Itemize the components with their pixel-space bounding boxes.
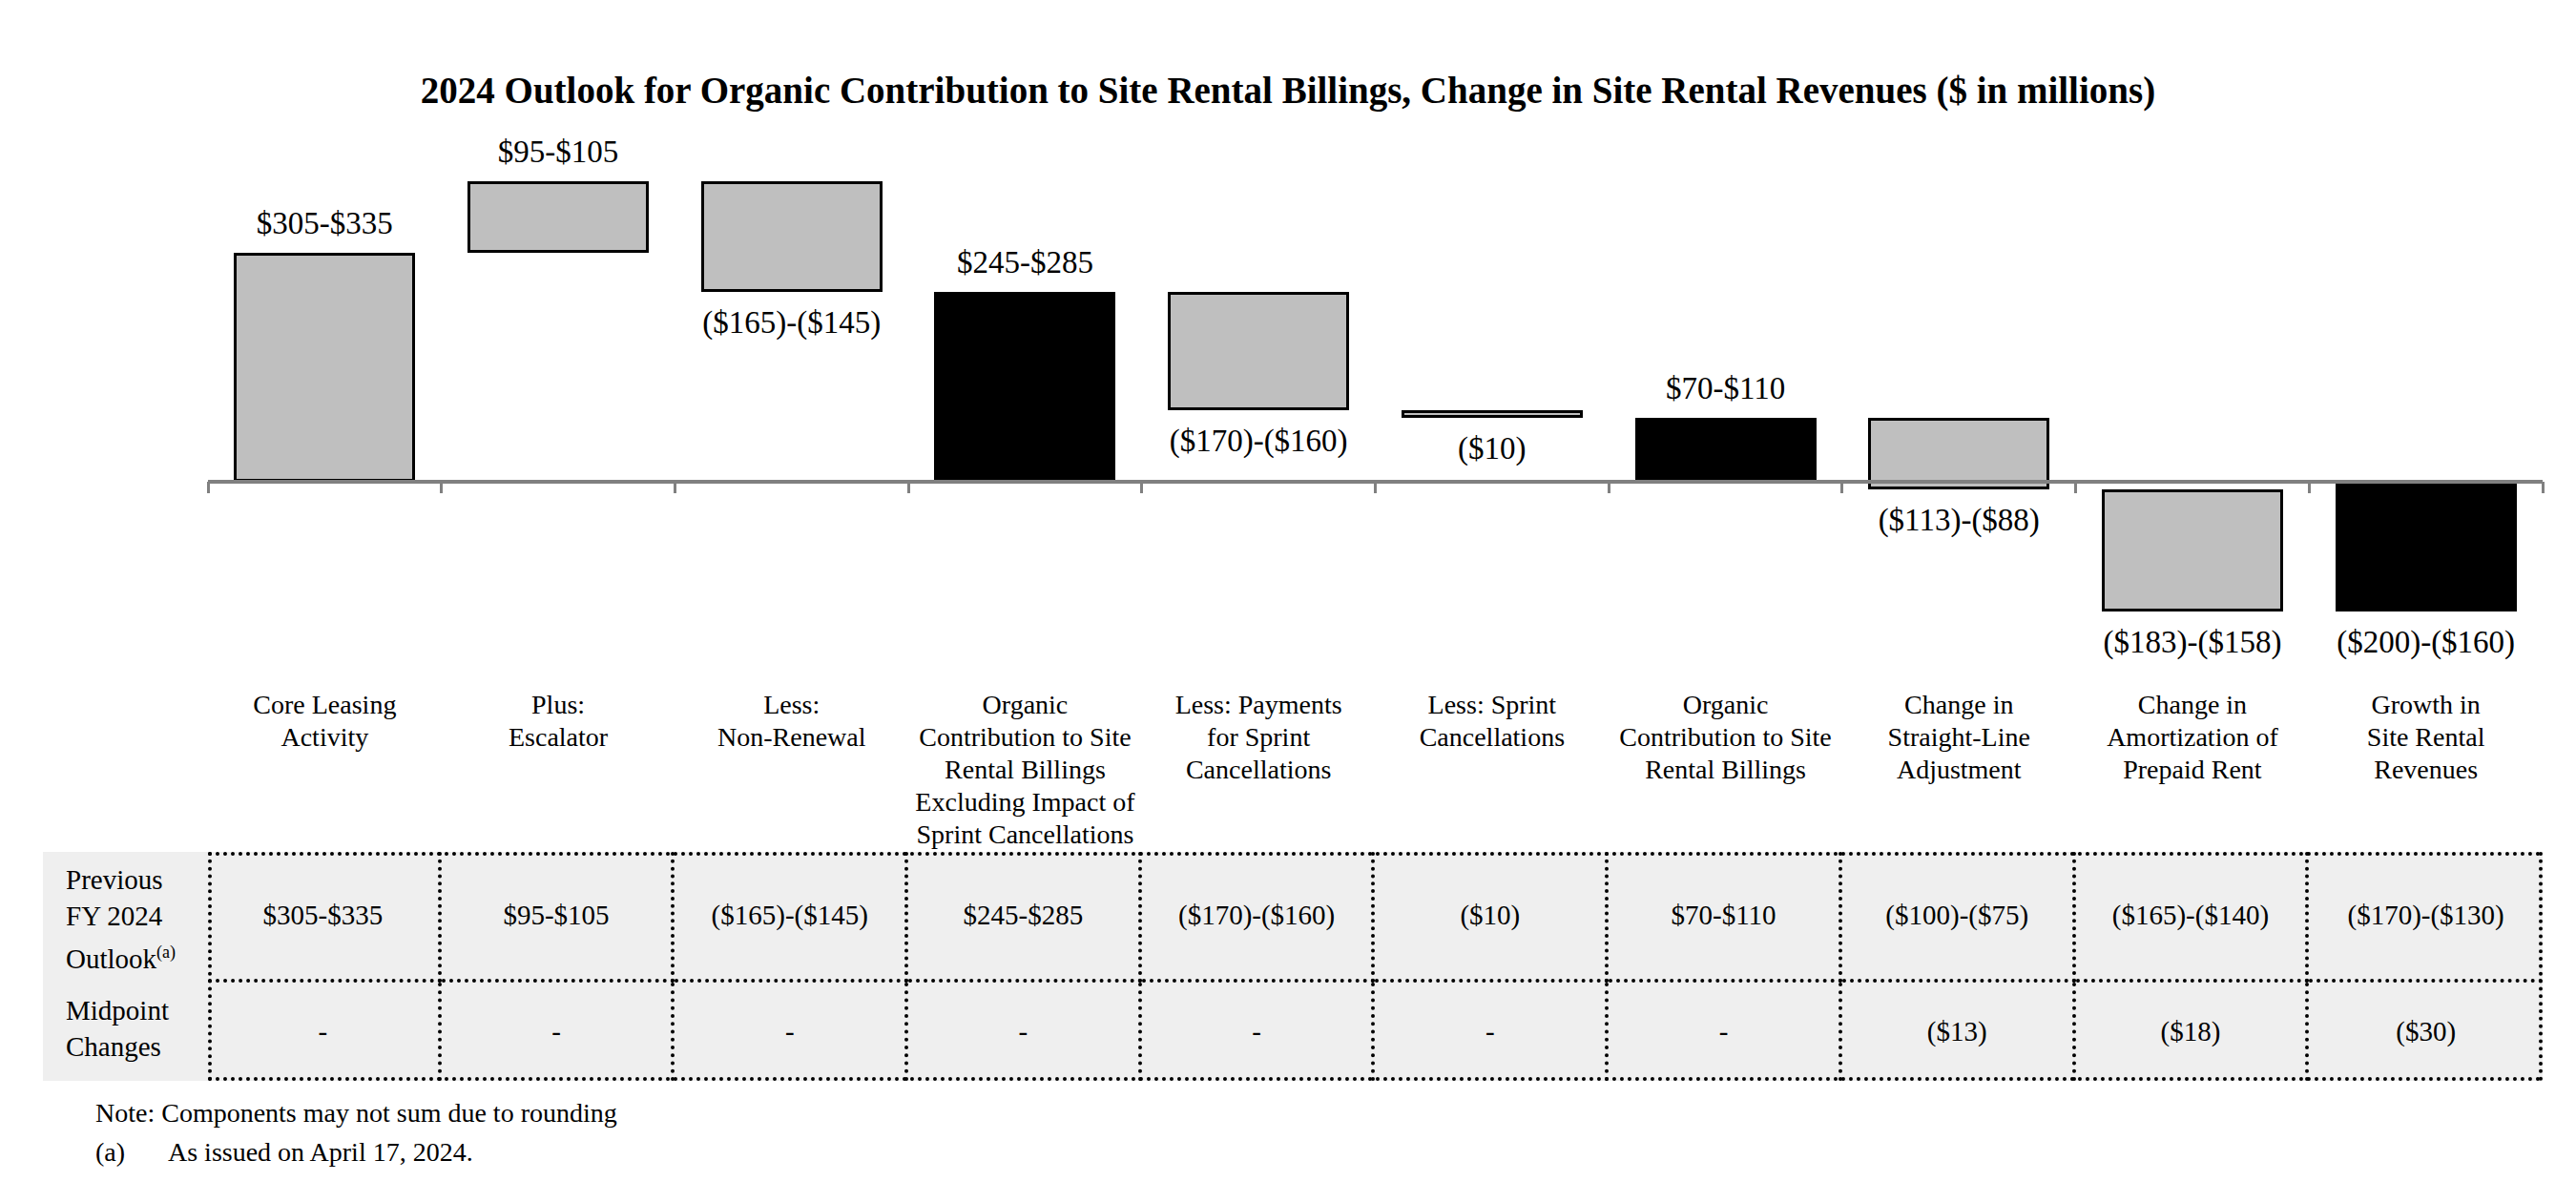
midpoint-change-cell-9: ($18) <box>2076 983 2310 1081</box>
previous-outlook-cell-6: ($10) <box>1375 852 1609 983</box>
waterfall-bar-2 <box>467 181 649 253</box>
midpoint-change-cell-1: - <box>208 983 442 1081</box>
waterfall-bar-9 <box>2102 489 2283 611</box>
outlook-table-grid: Previous FY 2024 Outlook(a) Midpoint Cha… <box>43 852 2543 1081</box>
bar-value-label-6: ($10) <box>1458 431 1526 466</box>
bar-value-label-5: ($170)-($160) <box>1170 424 1348 459</box>
bar-value-label-3: ($165)-($145) <box>702 305 881 341</box>
waterfall-bar-1 <box>234 253 415 482</box>
x-axis-tick <box>1608 482 1610 493</box>
x-axis-tick <box>907 482 910 493</box>
x-axis-tick <box>2308 482 2311 493</box>
outlook-table: Previous FY 2024 Outlook(a) Midpoint Cha… <box>43 852 2543 1081</box>
waterfall-bar-5 <box>1168 292 1349 410</box>
previous-outlook-cell-9: ($165)-($140) <box>2076 852 2310 983</box>
midpoint-change-cell-7: - <box>1609 983 1842 1081</box>
waterfall-bar-4 <box>934 292 1115 482</box>
previous-outlook-cell-4: $245-$285 <box>908 852 1142 983</box>
waterfall-bar-8 <box>1868 418 2049 489</box>
bar-value-label-4: $245-$285 <box>957 245 1093 280</box>
midpoint-change-cell-10: ($30) <box>2309 983 2543 1081</box>
notes-block: Note: Components may not sum due to roun… <box>95 1093 617 1171</box>
midpoint-change-cell-3: - <box>675 983 908 1081</box>
previous-outlook-cell-2: $95-$105 <box>442 852 675 983</box>
midpoint-change-cell-4: - <box>908 983 1142 1081</box>
row-header-previous-outlook: Previous FY 2024 Outlook(a) <box>43 852 208 983</box>
bar-value-label-9: ($183)-($158) <box>2103 625 2281 660</box>
row-header-midpoint-changes: Midpoint Changes <box>43 983 208 1081</box>
bar-value-label-10: ($200)-($160) <box>2337 625 2515 660</box>
midpoint-change-cell-8: ($13) <box>1842 983 2076 1081</box>
x-axis-tick <box>440 482 443 493</box>
row-header-previous-outlook-text: Previous FY 2024 Outlook <box>66 864 163 974</box>
x-axis-tick <box>1840 482 1843 493</box>
bar-value-label-8: ($113)-($88) <box>1879 503 2040 538</box>
category-label-10: Growth in Site Rental Revenues <box>2278 689 2574 786</box>
previous-outlook-cell-7: $70-$110 <box>1609 852 1842 983</box>
x-axis-tick <box>207 482 210 493</box>
waterfall-bar-7 <box>1635 418 1817 483</box>
midpoint-change-cell-5: - <box>1142 983 1376 1081</box>
x-axis-tick <box>2542 482 2545 493</box>
row-header-previous-outlook-footnote-ref: (a) <box>156 943 176 962</box>
x-axis-tick <box>1140 482 1143 493</box>
page: 2024 Outlook for Organic Contribution to… <box>0 0 2576 1202</box>
x-axis-tick <box>2074 482 2077 493</box>
row-header-midpoint-changes-text: Midpoint Changes <box>66 995 169 1062</box>
bar-value-label-7: $70-$110 <box>1666 371 1785 406</box>
bar-value-label-1: $305-$335 <box>257 206 393 241</box>
waterfall-bar-10 <box>2336 482 2517 611</box>
midpoint-change-cell-6: - <box>1375 983 1609 1081</box>
previous-outlook-cell-8: ($100)-($75) <box>1842 852 2076 983</box>
previous-outlook-cell-5: ($170)-($160) <box>1142 852 1376 983</box>
x-axis-tick <box>1374 482 1377 493</box>
x-axis-tick <box>674 482 676 493</box>
previous-outlook-cell-10: ($170)-($130) <box>2309 852 2543 983</box>
footnote: (a) As issued on April 17, 2024. <box>95 1132 617 1171</box>
previous-outlook-cell-3: ($165)-($145) <box>675 852 908 983</box>
footnote-text: As issued on April 17, 2024. <box>168 1132 473 1171</box>
footnote-marker: (a) <box>95 1132 168 1171</box>
midpoint-change-cell-2: - <box>442 983 675 1081</box>
previous-outlook-cell-1: $305-$335 <box>208 852 442 983</box>
waterfall-bar-6 <box>1402 410 1583 418</box>
waterfall-bar-3 <box>701 181 883 292</box>
rounding-note: Note: Components may not sum due to roun… <box>95 1093 617 1132</box>
bar-value-label-2: $95-$105 <box>498 135 619 170</box>
